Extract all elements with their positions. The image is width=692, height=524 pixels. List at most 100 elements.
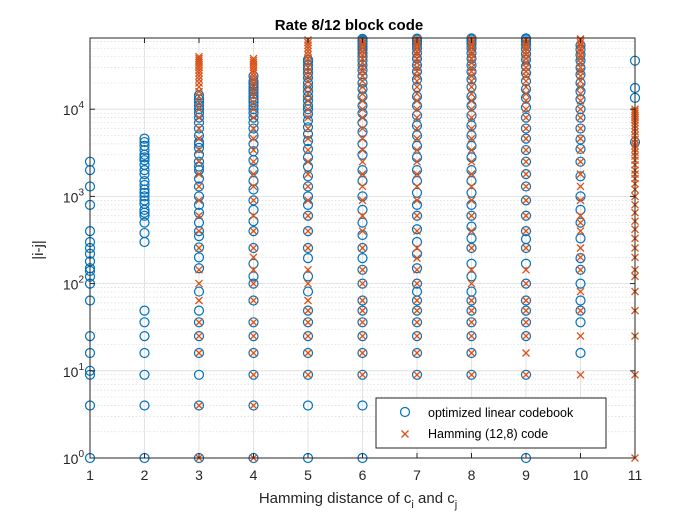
- data-point-circle: [575, 264, 586, 275]
- data-point-circle: [302, 122, 314, 133]
- data-point-circle: [193, 181, 205, 192]
- data-point-circle: [520, 369, 532, 380]
- data-point-x: [576, 332, 585, 341]
- legend-circle-marker: [399, 406, 411, 418]
- data-point-x: [522, 182, 530, 191]
- data-point-x: [522, 44, 530, 53]
- data-point-x: [358, 170, 367, 179]
- data-point-circle: [357, 330, 368, 342]
- data-point-x: [249, 349, 258, 357]
- legend-label-hamming: Hamming (12,8) code: [428, 427, 548, 441]
- data-point-circle: [248, 317, 259, 328]
- data-point-x: [576, 50, 585, 59]
- data-point-circle: [248, 130, 259, 141]
- data-point-circle: [193, 252, 205, 263]
- data-point-x: [358, 89, 367, 98]
- data-point-circle: [520, 156, 532, 167]
- data-point-circle: [357, 400, 368, 411]
- data-point-circle: [302, 271, 314, 282]
- data-point-x: [358, 370, 367, 379]
- data-point-x: [304, 105, 312, 114]
- data-point-x: [249, 134, 258, 143]
- data-point-circle: [139, 165, 150, 176]
- data-point-circle: [248, 258, 259, 269]
- data-point-circle: [302, 369, 314, 380]
- data-point-circle: [302, 60, 314, 71]
- data-point-x: [576, 170, 585, 179]
- data-point-circle: [575, 69, 586, 80]
- data-point-x: [195, 227, 203, 236]
- data-point-circle: [411, 347, 423, 359]
- data-point-circle: [575, 305, 586, 316]
- x-tick-label: 9: [522, 467, 530, 483]
- legend-x-marker: [401, 430, 409, 438]
- data-point-x: [576, 44, 585, 53]
- data-point-circle: [139, 191, 150, 202]
- data-point-x: [522, 196, 530, 205]
- data-point-x: [413, 170, 421, 179]
- data-point-circle: [193, 156, 205, 167]
- data-point-circle: [248, 175, 259, 187]
- data-point-x: [249, 98, 258, 107]
- data-point-x: [304, 318, 312, 327]
- data-point-x: [195, 52, 203, 61]
- data-point-x: [358, 82, 367, 91]
- data-point-x: [249, 75, 258, 84]
- data-point-x: [413, 82, 421, 91]
- data-point-circle: [193, 400, 205, 411]
- data-point-x: [467, 318, 476, 327]
- data-point-circle: [193, 330, 205, 342]
- y-tick-label: 104: [63, 100, 85, 118]
- data-point-x: [195, 54, 203, 63]
- data-point-circle: [248, 195, 259, 206]
- data-point-x: [467, 50, 476, 59]
- data-point-circle: [520, 67, 532, 79]
- data-point-circle: [302, 67, 314, 79]
- data-point-circle: [520, 225, 532, 237]
- data-point-circle: [357, 175, 368, 187]
- data-point-circle: [193, 286, 205, 297]
- data-point-circle: [248, 400, 259, 411]
- data-point-circle: [411, 175, 423, 187]
- data-point-circle: [466, 210, 477, 221]
- data-point-x: [358, 349, 367, 357]
- data-point-x: [358, 211, 367, 220]
- data-point-x: [576, 89, 585, 98]
- data-point-circle: [575, 94, 586, 105]
- data-point-x: [304, 349, 312, 357]
- data-point-circle: [575, 55, 586, 66]
- data-point-circle: [139, 347, 150, 359]
- data-point-circle: [139, 195, 150, 206]
- data-point-x: [413, 146, 421, 155]
- data-point-x: [413, 196, 421, 205]
- data-point-circle: [248, 70, 259, 82]
- data-point-circle: [411, 317, 423, 328]
- data-point-circle: [302, 347, 314, 359]
- data-point-circle: [520, 181, 532, 192]
- data-point-x: [467, 265, 476, 274]
- data-point-circle: [357, 317, 368, 328]
- data-point-x: [195, 279, 203, 288]
- data-point-x: [195, 196, 203, 205]
- data-point-x: [467, 332, 476, 341]
- data-point-circle: [248, 369, 259, 380]
- data-point-circle: [466, 317, 477, 328]
- data-point-circle: [411, 120, 423, 131]
- data-point-x: [522, 82, 530, 91]
- data-point-x: [358, 227, 367, 236]
- data-point-x: [467, 182, 476, 191]
- data-point-circle: [248, 88, 259, 99]
- data-point-circle: [248, 146, 259, 157]
- data-point-x: [195, 244, 203, 252]
- data-point-x: [413, 349, 421, 357]
- data-point-x: [249, 124, 258, 133]
- data-point-x: [522, 146, 530, 155]
- data-point-x: [576, 211, 585, 220]
- data-point-x: [304, 182, 312, 191]
- data-point-x: [358, 279, 367, 288]
- data-point-x: [576, 96, 585, 105]
- data-point-circle: [411, 187, 423, 198]
- x-tick-label: 2: [141, 467, 149, 483]
